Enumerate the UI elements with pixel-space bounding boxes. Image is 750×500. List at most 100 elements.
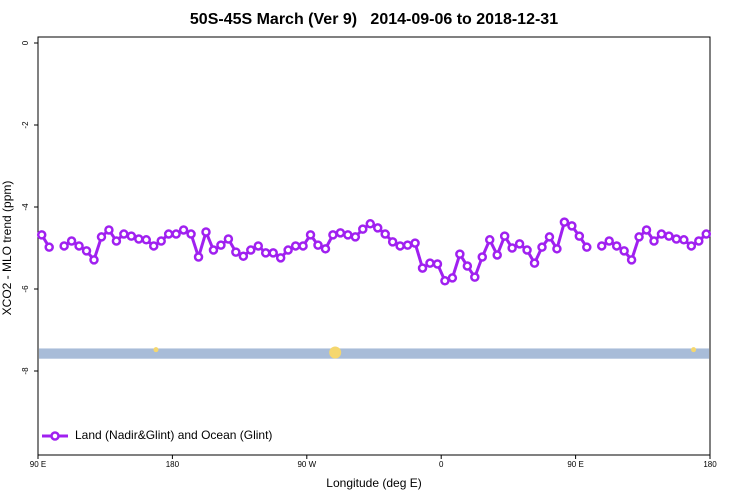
data-point xyxy=(701,229,712,239)
data-point xyxy=(626,255,637,265)
highlight-point xyxy=(153,347,159,353)
data-point xyxy=(328,230,338,240)
data-point xyxy=(559,217,570,227)
data-point xyxy=(275,253,286,263)
data-point xyxy=(66,236,77,246)
data-point xyxy=(216,240,226,250)
data-point xyxy=(313,240,323,250)
data-point xyxy=(492,250,502,260)
y-tick-label: -4 xyxy=(21,203,30,211)
data-point xyxy=(567,221,577,231)
data-point xyxy=(544,232,555,242)
data-point xyxy=(410,238,420,248)
data-point xyxy=(664,231,674,241)
data-point xyxy=(596,241,607,251)
x-tick-label: 180 xyxy=(703,460,717,469)
x-tick-label: 90 W xyxy=(297,460,316,469)
data-point xyxy=(537,242,547,252)
data-point xyxy=(350,232,361,242)
data-point xyxy=(231,247,241,257)
data-point xyxy=(44,242,54,252)
data-point xyxy=(417,263,428,273)
data-point xyxy=(59,241,69,251)
data-point xyxy=(641,225,652,235)
data-point xyxy=(208,245,219,255)
data-point xyxy=(462,261,473,271)
data-point xyxy=(671,234,682,244)
data-point xyxy=(440,276,450,286)
x-tick-label: 180 xyxy=(166,460,180,469)
y-tick-label: 0 xyxy=(21,40,30,45)
data-point xyxy=(358,224,368,234)
data-point xyxy=(372,223,383,233)
data-point xyxy=(81,246,92,256)
data-point xyxy=(522,245,532,255)
data-point xyxy=(529,258,540,268)
data-point xyxy=(656,229,667,239)
series-line xyxy=(40,220,708,283)
y-tick-label: -8 xyxy=(21,367,30,375)
data-point xyxy=(126,231,137,241)
data-point xyxy=(223,234,234,244)
data-point xyxy=(201,227,211,237)
data-point xyxy=(171,229,181,239)
data-point xyxy=(552,244,562,254)
data-point xyxy=(619,246,629,256)
legend-text: Land (Nadir&Glint) and Ocean (Glint) xyxy=(75,428,272,442)
data-point xyxy=(395,241,405,251)
data-point xyxy=(283,245,293,255)
data-point xyxy=(432,259,443,269)
data-point xyxy=(425,258,435,268)
data-point xyxy=(104,225,114,235)
data-point xyxy=(402,240,413,250)
data-point xyxy=(268,248,278,258)
legend-marker xyxy=(50,431,60,441)
data-point xyxy=(507,243,517,253)
x-tick-label: 90 E xyxy=(30,460,46,469)
data-point xyxy=(387,237,398,247)
data-point xyxy=(253,241,264,251)
data-point xyxy=(447,273,458,283)
data-point xyxy=(89,255,99,265)
y-tick-label: -2 xyxy=(21,121,30,129)
data-point xyxy=(178,225,189,235)
data-point xyxy=(604,236,614,246)
data-point xyxy=(514,239,525,249)
data-point xyxy=(163,229,174,239)
data-point xyxy=(74,241,84,251)
plot-frame xyxy=(37,36,711,456)
data-point xyxy=(470,272,480,282)
chart-title: 50S-45S March (Ver 9) 2014-09-06 to 2018… xyxy=(190,11,558,28)
data-point xyxy=(335,228,346,238)
data-point xyxy=(380,229,390,239)
data-point xyxy=(694,236,704,246)
x-tick-label: 90 E xyxy=(567,460,583,469)
data-point xyxy=(455,249,465,259)
data-point xyxy=(298,241,308,251)
data-point xyxy=(649,236,659,246)
coverage-band xyxy=(39,348,709,359)
data-point xyxy=(574,231,585,241)
data-point xyxy=(141,235,152,245)
data-point xyxy=(260,248,271,258)
data-point xyxy=(679,235,689,245)
data-point xyxy=(365,219,376,229)
data-point xyxy=(484,235,495,245)
data-point xyxy=(119,229,129,239)
data-point xyxy=(134,234,144,244)
data-point xyxy=(320,244,331,254)
x-axis-label: Longitude (deg E) xyxy=(326,476,421,490)
highlight-point xyxy=(329,346,342,359)
data-point xyxy=(582,242,592,252)
data-point xyxy=(246,245,256,255)
data-point xyxy=(96,232,107,242)
y-axis-label: XCO2 - MLO trend (ppm) xyxy=(0,181,14,316)
data-point xyxy=(193,252,204,262)
highlight-point xyxy=(691,347,697,353)
data-point xyxy=(186,229,196,239)
y-tick-label: -6 xyxy=(21,285,30,293)
data-point xyxy=(156,236,166,246)
data-point xyxy=(499,231,510,241)
data-point xyxy=(290,241,301,251)
